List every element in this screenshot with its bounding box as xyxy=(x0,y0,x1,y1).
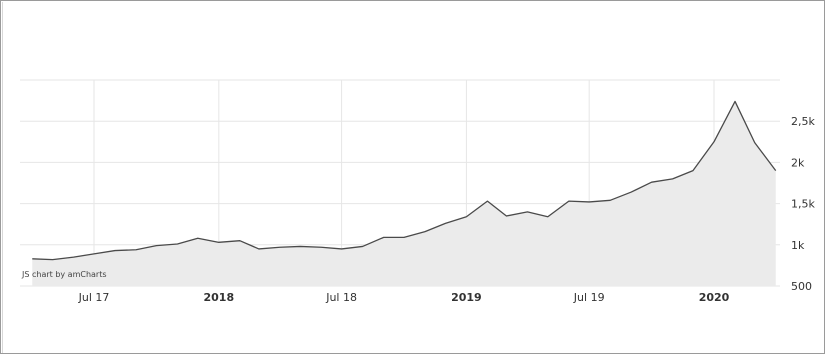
x-tick-label: 2019 xyxy=(451,291,482,304)
x-tick-label: 2020 xyxy=(699,291,730,304)
x-tick-label: Jul 17 xyxy=(78,291,110,304)
series-area xyxy=(32,101,775,286)
x-tick-label: Jul 18 xyxy=(325,291,357,304)
y-tick-label: 2,5k xyxy=(791,115,815,128)
y-tick-label: 1,5k xyxy=(791,198,815,211)
x-tick-label: 2018 xyxy=(204,291,235,304)
y-tick-label: 2k xyxy=(791,156,805,169)
y-tick-label: 1k xyxy=(791,239,805,252)
amcharts-credit[interactable]: JS chart by amCharts xyxy=(22,270,107,279)
x-tick-label: Jul 19 xyxy=(573,291,605,304)
y-tick-label: 500 xyxy=(791,280,812,293)
